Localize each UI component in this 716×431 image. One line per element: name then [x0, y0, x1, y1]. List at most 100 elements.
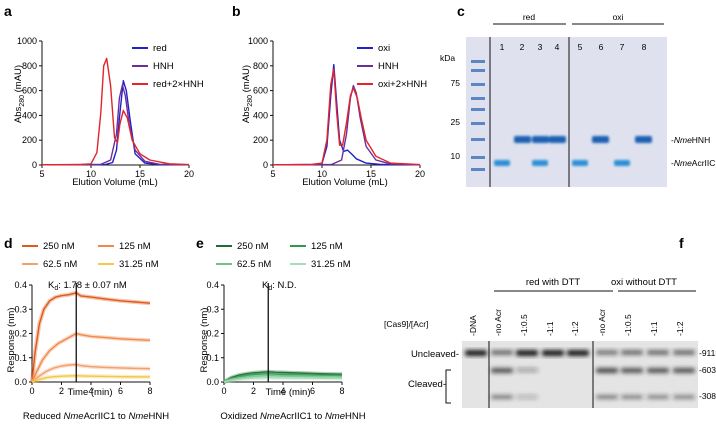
acr-bands [494, 160, 630, 166]
y-tick-label: 800 [22, 61, 37, 71]
gel-band-hnh [592, 136, 609, 143]
dna-band [673, 395, 695, 399]
ladder-band [471, 156, 485, 159]
chart-e: 0 2 4 6 8 0.0 0.1 0.2 0.3 0.4 [206, 280, 344, 396]
x-tick-label: 10 [317, 169, 327, 179]
panel-d-legend: 250 nM 125 nM 62.5 nM 31.25 nM [22, 241, 159, 270]
y-tick-label: 0.4 [14, 280, 27, 290]
dna-band [596, 395, 618, 399]
dna-band [491, 395, 513, 399]
ladder-band [471, 138, 485, 141]
x-tick-label: 8 [147, 386, 152, 396]
ladder-band [471, 168, 485, 171]
dna-band [647, 395, 669, 399]
dna-bands-cleaved [491, 368, 695, 399]
marker-25: 25 [451, 117, 461, 127]
group-label-red-dtt: red with DTT [526, 277, 581, 288]
panel-d-caption: Reduced NmeAcrIIC1 to NmeHNH [23, 411, 169, 422]
y-tick-label: 0.3 [14, 304, 27, 314]
panel-c-label: c [457, 3, 465, 19]
ladder-band [471, 60, 485, 63]
x-tick-label: 20 [184, 169, 194, 179]
y-tick-label: 200 [22, 135, 37, 145]
y-tick-label: 1000 [248, 36, 268, 46]
dna-band [596, 368, 618, 373]
dna-band [516, 368, 538, 372]
size-label-911: -911bp [699, 348, 716, 358]
panel-e-xlabel: Time (min) [265, 387, 310, 398]
lane-label-oxi-noacr: -no Acr [597, 309, 607, 336]
panel-b-ylabel: Abs280 (mAU) [241, 65, 254, 123]
dna-band [621, 350, 643, 355]
dna-band [542, 350, 564, 356]
lane-label-red-noacr: -no Acr [493, 309, 503, 336]
y-tick-label: 400 [253, 110, 268, 120]
x-tick-label: 2 [59, 386, 64, 396]
kda-label: kDa [440, 53, 455, 63]
gel-band-hnh [549, 136, 566, 143]
dna-band [673, 368, 695, 373]
legend-label-62nm: 62.5 nM [237, 259, 271, 270]
panel-e-legend: 250 nM 125 nM 62.5 nM 31.25 nM [216, 241, 351, 270]
cleaved-bracket [445, 369, 451, 404]
marker-75: 75 [451, 78, 461, 88]
x-tick-label: 0 [29, 386, 34, 396]
lane-label-oxi-1-0.5: -1:0.5 [623, 314, 633, 336]
lane-number-6: 6 [599, 42, 604, 52]
panel-a-xlabel: Elution Volume (mL) [72, 177, 158, 188]
size-label-603: -603bp [699, 365, 716, 375]
dna-band [491, 350, 513, 355]
series-e-1-line [223, 373, 343, 383]
x-tick-label: 5 [39, 169, 44, 179]
band-label-hnh: -NmeHNH [671, 135, 710, 145]
group-label-red: red [523, 12, 536, 22]
panel-d-xlabel: Time (min) [67, 387, 112, 398]
y-tick-label: 200 [253, 135, 268, 145]
lane-number-1: 1 [500, 42, 505, 52]
y-tick-label: 0.2 [14, 329, 27, 339]
panel-e: e 250 nM 125 nM 62.5 nM 31.25 nM Kd: N.D… [196, 235, 366, 422]
y-tick-label: 0.0 [206, 377, 219, 387]
lane-label-red-1-0.5: -1:0.5 [519, 314, 529, 336]
uncleaved-label: Uncleaved- [411, 349, 459, 360]
panel-a-ylabel: Abs280 (mAU) [13, 65, 26, 123]
lane-label-oxi-1-1: -1:1 [649, 321, 659, 336]
lane-number-8: 8 [642, 42, 647, 52]
y-tick-label: 400 [22, 110, 37, 120]
lane-number-3: 3 [538, 42, 543, 52]
lane-number-7: 7 [620, 42, 625, 52]
panel-b-label: b [232, 3, 241, 19]
series-d-0-line [31, 292, 151, 383]
band-label-acr: -NmeAcrIIC1 [671, 158, 716, 168]
chart-d: 0 2 4 6 8 0.0 0.1 0.2 0.3 0.4 [14, 280, 152, 396]
gel-band-hnh [635, 136, 652, 143]
panel-d-kd: Kd: 1.78 ± 0.07 nM [48, 280, 127, 292]
legend-label-red-2hnh: red+2×HNH [153, 79, 204, 90]
dna-band [567, 350, 589, 356]
cleaved-label: Cleaved- [408, 379, 446, 390]
panel-d: d 250 nM 125 nM 62.5 nM 31.25 nM Kd: 1.7… [4, 235, 169, 422]
panel-e-caption: Oxidized NmeAcrIIC1 to NmeHNH [220, 411, 365, 422]
dna-band [673, 350, 695, 355]
panel-b-xlabel: Elution Volume (mL) [302, 177, 388, 188]
x-tick-label: 10 [86, 169, 96, 179]
dna-band [516, 350, 538, 356]
y-tick-label: 0.0 [14, 377, 27, 387]
y-tick-label: 600 [253, 86, 268, 96]
series-b-1-line [272, 84, 421, 166]
y-tick-label: 0.2 [206, 329, 219, 339]
gel-band-acr [494, 160, 510, 166]
lane-label-oxi-1-2: -1:2 [675, 321, 685, 336]
series-a-1-line [41, 84, 190, 166]
legend-label-125nm: 125 nM [311, 241, 343, 252]
dna-bands-uncleaved [465, 350, 695, 356]
hnh-bands [514, 136, 652, 143]
panel-f-label: f [679, 235, 684, 251]
x-tick-label: 15 [366, 169, 376, 179]
series-a-2-line [41, 57, 190, 166]
y-tick-label: 0.3 [206, 304, 219, 314]
gel-band-hnh [532, 136, 549, 143]
ladder-band [471, 122, 485, 125]
